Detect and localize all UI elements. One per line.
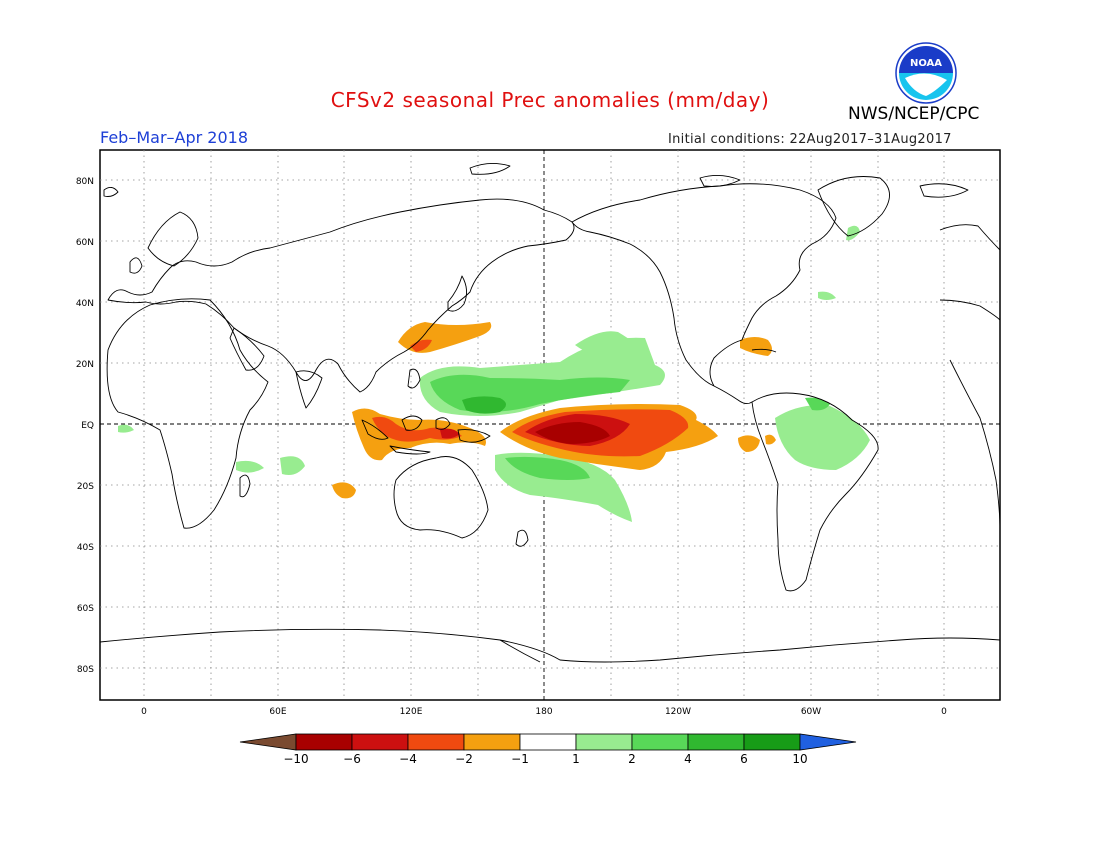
colorbar-label: 2 — [628, 752, 636, 766]
negative-anomaly-east-pacific-coast — [738, 435, 760, 452]
lon-label: 60W — [801, 707, 821, 717]
lat-label: 40N — [76, 299, 94, 309]
lat-label: 60S — [77, 604, 94, 614]
positive-anomaly-core-south — [505, 456, 590, 480]
colorbar-segment — [351, 733, 409, 751]
negative-anomaly-central-pacific-peak — [535, 422, 610, 444]
negative-anomaly-south-america-coast — [765, 434, 776, 445]
negative-anomaly-south-indian-ocean — [332, 482, 356, 499]
latitude-labels: 80N 60N 40N 20N EQ 20S 40S 60S 80S — [76, 177, 94, 675]
noaa-logo: NOAA — [895, 42, 957, 104]
anomaly-shading — [118, 225, 870, 522]
lat-label: 20S — [77, 482, 94, 492]
lon-label: 120W — [665, 707, 691, 717]
lat-label: 20N — [76, 360, 94, 370]
negative-anomaly-west-pacific-core — [410, 339, 432, 352]
colorbar-label: −10 — [283, 752, 308, 766]
positive-anomaly-greenland — [846, 225, 860, 241]
lat-label: 80N — [76, 177, 94, 187]
positive-anomaly-west-equator — [118, 424, 134, 433]
colorbar-arrow-high — [799, 733, 857, 751]
agency-label: NWS/NCEP/CPC — [848, 104, 980, 124]
colorbar-label: 6 — [740, 752, 748, 766]
colorbar-label: 10 — [792, 752, 807, 766]
lon-label: 180 — [535, 707, 552, 717]
forecast-period: Feb–Mar–Apr 2018 — [100, 128, 248, 147]
positive-anomaly-africa — [236, 460, 264, 473]
colorbar-label: 4 — [684, 752, 692, 766]
colorbar-segment — [631, 733, 689, 751]
colorbar-segment — [687, 733, 745, 751]
colorbar-segment — [743, 733, 801, 751]
colorbar-segment — [519, 733, 577, 751]
colorbar-segment — [575, 733, 633, 751]
positive-anomaly-south-america — [775, 405, 870, 470]
lon-label: 0 — [941, 707, 947, 717]
negative-anomaly-maritime-core — [372, 416, 462, 442]
colorbar-segment — [295, 733, 353, 751]
negative-anomaly-gulf-mexico — [740, 337, 772, 356]
colorbar-arrow-low — [239, 733, 297, 751]
initial-conditions: Initial conditions: 22Aug2017–31Aug2017 — [668, 132, 952, 147]
coastlines — [99, 163, 1001, 663]
positive-anomaly-east-pacific — [575, 331, 652, 361]
colorbar-label: −2 — [455, 752, 473, 766]
positive-anomaly-peak-north — [462, 396, 506, 414]
colorbar-segment — [407, 733, 465, 751]
positive-anomaly-indian-ocean — [280, 456, 305, 475]
svg-text:NOAA: NOAA — [910, 58, 942, 69]
colorbar-label: −1 — [511, 752, 529, 766]
colorbar-label: −4 — [399, 752, 417, 766]
lat-label: 80S — [77, 665, 94, 675]
longitude-labels: 0 60E 120E 180 120W 60W 0 — [141, 707, 947, 717]
positive-anomaly-atlantic — [818, 291, 836, 300]
map-title: CFSv2 seasonal Prec anomalies (mm/day) — [330, 88, 770, 112]
colorbar-label: −6 — [343, 752, 361, 766]
lat-label: 60N — [76, 238, 94, 248]
colorbar: −10 −6 −4 −2 −1 1 2 4 6 10 — [239, 733, 857, 766]
colorbar-label: 1 — [572, 752, 580, 766]
lon-label: 0 — [141, 707, 147, 717]
lat-label: EQ — [81, 421, 94, 431]
lon-label: 60E — [269, 707, 286, 717]
colorbar-segment — [463, 733, 521, 751]
lon-label: 120E — [400, 707, 423, 717]
lat-label: 40S — [77, 543, 94, 553]
negative-anomaly-maritime-peak — [440, 428, 460, 439]
